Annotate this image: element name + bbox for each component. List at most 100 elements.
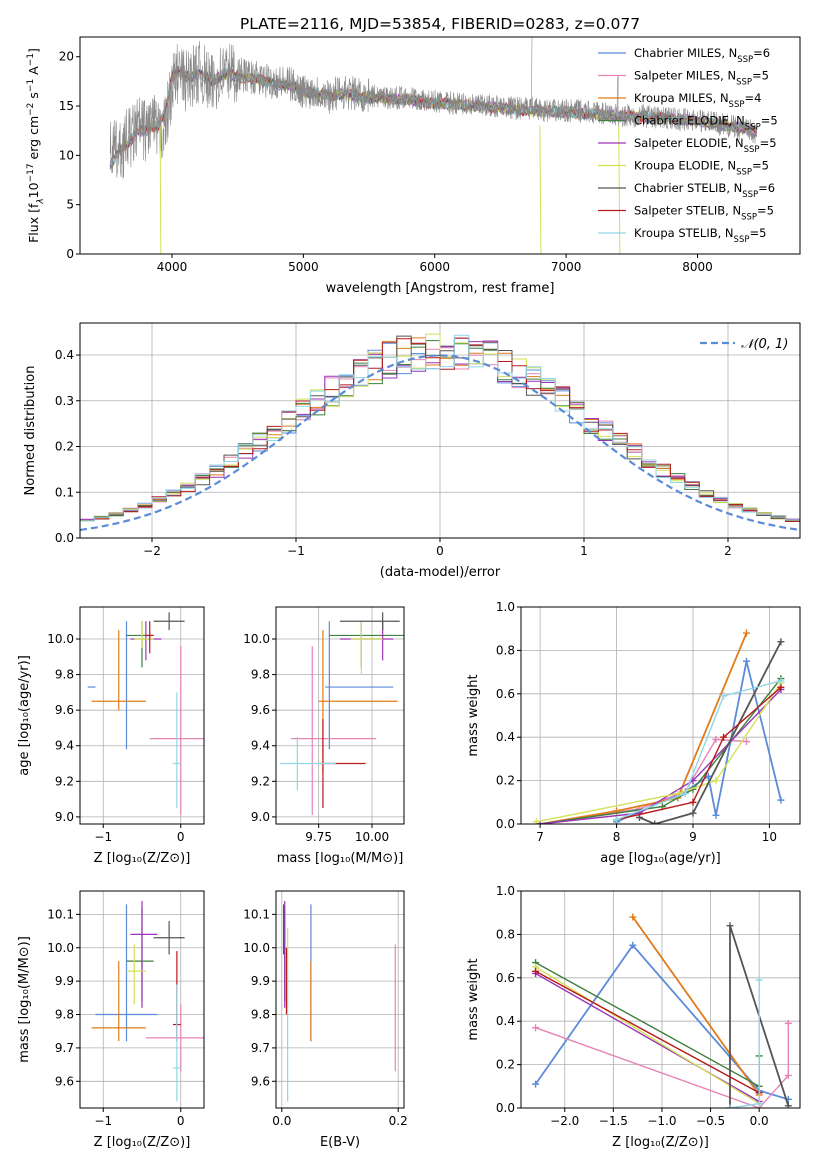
weight-marker bbox=[629, 941, 637, 949]
errorbar-krou_miles bbox=[91, 630, 146, 711]
weight-line-chab_elodie bbox=[540, 678, 782, 824]
y-tick-label: 9.8 bbox=[251, 1008, 270, 1022]
x-axis-label: Z [log₁₀(Z/Z⊙)] bbox=[94, 1135, 191, 1150]
errorbar-chab_miles bbox=[95, 904, 158, 1042]
frame-mass_vs_Z: −1 0 9.6 9.7 9.8 9.9 10.0 10.1 Z [log₁₀(Z/Z⊙)] ma… bbox=[17, 890, 205, 1150]
x-tick-label: −1 bbox=[287, 544, 305, 558]
legend-label-chab_miles: Chabrier MILES, NSSP=6 bbox=[634, 46, 770, 65]
y-tick-label: 0.2 bbox=[496, 1058, 515, 1072]
ylabel-part: Flux [f bbox=[26, 203, 41, 243]
weight-line-salp_elodie bbox=[540, 689, 782, 824]
x-tick-label: −1.5 bbox=[599, 1114, 628, 1128]
axes-frame bbox=[79, 36, 801, 255]
axes-frame bbox=[275, 890, 405, 1109]
legend-eq: =5 bbox=[749, 226, 766, 240]
errorbars-mass_vs_Z bbox=[91, 901, 204, 1102]
errorbars-age_vs_mass bbox=[280, 612, 404, 816]
y-tick-label: 0.0 bbox=[496, 817, 515, 831]
x-tick-label: 0.0 bbox=[750, 1114, 769, 1128]
x-tick-label: 5000 bbox=[288, 260, 319, 274]
y-tick-label: 0.4 bbox=[496, 730, 515, 744]
errorbar-chab_elodie bbox=[126, 907, 154, 1002]
x-tick-label: 1 bbox=[580, 544, 588, 558]
x-tick-label: 0 bbox=[177, 830, 185, 844]
x-tick-label: 6000 bbox=[419, 260, 450, 274]
residual-histograms bbox=[80, 333, 800, 532]
legend-eq: =5 bbox=[760, 136, 777, 150]
errorbar-krou_stelib bbox=[173, 692, 181, 808]
y-tick-label: 0.3 bbox=[55, 394, 74, 408]
errorbar-krou_miles bbox=[91, 961, 146, 1042]
x-tick-label: −2.0 bbox=[550, 1114, 579, 1128]
y-axis-label: Normed distribution bbox=[23, 366, 38, 496]
x-tick-label: 2 bbox=[724, 544, 732, 558]
x-tick-label: −1.0 bbox=[647, 1114, 676, 1128]
y-tick-label: 10.0 bbox=[47, 632, 74, 646]
errorbar-chab_stelib bbox=[153, 921, 185, 955]
weight-marker bbox=[755, 976, 763, 984]
x-tick-label: 0.0 bbox=[272, 1114, 291, 1128]
axes-frame bbox=[275, 606, 405, 825]
y-tick-label: 0.4 bbox=[55, 348, 74, 362]
y-tick-label: 1.0 bbox=[496, 884, 515, 898]
legend-eq: =6 bbox=[758, 181, 775, 195]
axes-frame bbox=[520, 890, 801, 1109]
y-axis-label: mass weight bbox=[466, 958, 481, 1040]
weight-line-krou_elodie bbox=[536, 682, 782, 823]
y-tick-label: 9.8 bbox=[251, 668, 270, 682]
x-axis-label: mass [log₁₀(M/M⊙)] bbox=[277, 851, 404, 866]
weight-marker bbox=[742, 629, 750, 637]
y-tick-label: 9.4 bbox=[55, 739, 74, 753]
weight-marker bbox=[720, 733, 728, 741]
y-tick-label: 9.8 bbox=[55, 668, 74, 682]
x-tick-label: 10 bbox=[762, 830, 777, 844]
x-tick-label: 0 bbox=[177, 1114, 185, 1128]
ylabel-part: ] bbox=[26, 48, 41, 53]
y-tick-label: 9.6 bbox=[55, 703, 74, 717]
normal-curve bbox=[80, 354, 798, 532]
legend-sub: SSP bbox=[729, 100, 745, 110]
legend-label-krou_miles: Kroupa MILES, NSSP=4 bbox=[634, 91, 761, 110]
frame-age_vs_mass: 9.75 10.00 9.0 9.2 9.4 9.6 9.8 10.0 mass [log₁₀(… bbox=[243, 606, 405, 866]
y-tick-label: 15 bbox=[59, 99, 74, 113]
weight-marker bbox=[720, 692, 728, 700]
x-tick-label: 7000 bbox=[551, 260, 582, 274]
y-tick-label: 10.1 bbox=[243, 907, 270, 921]
y-tick-label: 10.0 bbox=[47, 941, 74, 955]
ylabel-part: erg cm bbox=[26, 116, 41, 164]
ylabel-part: −2 bbox=[26, 103, 36, 116]
ylabel-part: 10 bbox=[26, 182, 41, 198]
errorbar-chab_stelib bbox=[340, 612, 400, 631]
errorbar-chab_elodie bbox=[329, 621, 404, 668]
weight-line-krou_stelib bbox=[616, 680, 782, 821]
weight-line-krou_miles bbox=[632, 916, 760, 1096]
y-tick-label: 10.1 bbox=[47, 907, 74, 921]
x-tick-label: 0 bbox=[436, 544, 444, 558]
x-axis-label: E(B-V) bbox=[320, 1135, 360, 1150]
weight-marker bbox=[777, 677, 785, 685]
x-axis-label: (data-model)/error bbox=[380, 565, 501, 580]
y-axis-label: mass weight bbox=[466, 674, 481, 756]
weight-marker bbox=[784, 1071, 792, 1079]
legend-text: Chabrier STELIB, N bbox=[634, 181, 742, 195]
legend-eq: =5 bbox=[752, 159, 769, 173]
frame-residuals: −2 −1 0 1 2 0.0 0.1 0.2 0.3 0.4 (data-model)/error… bbox=[23, 322, 801, 580]
y-tick-label: 0.2 bbox=[496, 774, 515, 788]
legend-label-krou_elodie: Kroupa ELODIE, NSSP=5 bbox=[634, 159, 769, 178]
errorbar-salp_miles bbox=[290, 646, 377, 816]
spike-line bbox=[159, 125, 162, 254]
weight-marker bbox=[742, 657, 750, 665]
histogram-salp_stelib bbox=[80, 337, 800, 523]
weight-line-salp_stelib bbox=[535, 970, 760, 1094]
spectrum-lines bbox=[109, 37, 758, 254]
y-tick-label: 0.0 bbox=[55, 531, 74, 545]
weight-line-chab_stelib bbox=[639, 641, 782, 824]
weight-marker bbox=[689, 798, 697, 806]
legend-eq: =5 bbox=[761, 114, 778, 128]
y-tick-label: 9.9 bbox=[55, 974, 74, 988]
x-tick-label: −2 bbox=[143, 544, 161, 558]
weight-marker bbox=[532, 1080, 540, 1088]
legend-eq: =5 bbox=[752, 69, 769, 83]
legend-label-salp_stelib: Salpeter STELIB, NSSP=5 bbox=[634, 204, 774, 223]
errorbar-salp_miles bbox=[145, 1004, 204, 1072]
